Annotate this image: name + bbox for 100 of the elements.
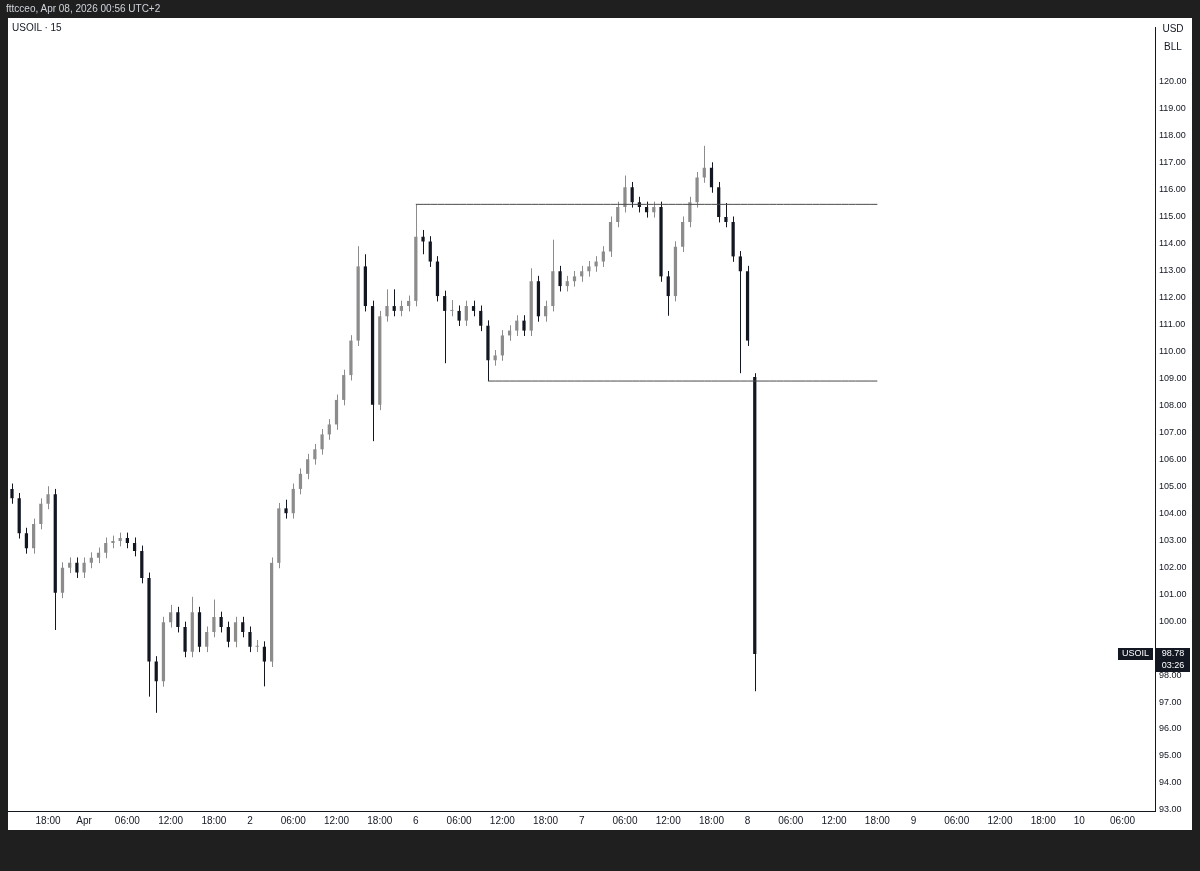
- y-tick-label: 110.00: [1159, 345, 1186, 356]
- candlestick: [522, 314, 526, 337]
- candlestick: [10, 483, 14, 505]
- y-tick-label: 94.00: [1159, 777, 1182, 788]
- candlestick: [385, 288, 389, 323]
- y-tick-label: 96.00: [1159, 723, 1182, 734]
- candlestick: [255, 639, 259, 653]
- x-tick-label: 06:00: [280, 814, 307, 826]
- candlestick: [738, 250, 742, 374]
- candlestick: [558, 265, 562, 292]
- candlestick: [313, 443, 317, 466]
- candlestick: [219, 611, 223, 633]
- candlestick: [298, 467, 303, 495]
- candlestick: [630, 181, 634, 209]
- x-tick-label: 06:00: [446, 814, 473, 826]
- candlestick: [169, 604, 173, 629]
- candlestick: [724, 202, 728, 228]
- candlestick: [428, 235, 432, 268]
- x-tick-label: 18:00: [698, 814, 725, 826]
- x-tick-label: 12:00: [158, 814, 184, 826]
- x-tick-label: 06:00: [114, 814, 141, 826]
- candlestick: [464, 300, 468, 327]
- candlestick: [226, 621, 230, 648]
- y-tick-label: 120.00: [1159, 76, 1187, 87]
- y-tick-label: 107.00: [1159, 426, 1187, 437]
- x-tick-label: 06:00: [944, 814, 970, 826]
- candlestick: [601, 245, 605, 268]
- y-tick-label: 102.00: [1159, 561, 1187, 572]
- candlestick: [176, 606, 180, 633]
- candlestick: [75, 556, 79, 579]
- y-tick-label: 106.00: [1159, 453, 1187, 464]
- candlestick: [233, 616, 238, 648]
- candlestick: [457, 305, 461, 327]
- candlestick: [205, 626, 209, 653]
- y-tick-label: 115.00: [1159, 210, 1186, 221]
- candlestick: [623, 174, 627, 213]
- y-tick-label: 112.00: [1159, 291, 1186, 302]
- x-tick-label: 18:00: [533, 814, 559, 826]
- y-tick-label: 118.00: [1159, 130, 1186, 141]
- y-tick-label: 117.00: [1159, 157, 1186, 168]
- y-tick-label: 103.00: [1159, 534, 1187, 545]
- x-tick-label: 06:00: [1110, 814, 1136, 826]
- candlestick: [320, 428, 324, 456]
- x-tick-label: 2: [247, 814, 254, 826]
- x-tick-label: 12:00: [324, 814, 350, 826]
- y-tick-label: 116.00: [1159, 184, 1186, 194]
- x-tick-label: 12:00: [821, 814, 848, 826]
- y-tick-label: 97.00: [1159, 696, 1182, 707]
- text: 03:26: [1161, 660, 1185, 671]
- candlestick: [284, 499, 288, 520]
- x-tick-label: 18:00: [367, 814, 393, 826]
- y-tick-label: 104.00: [1159, 507, 1187, 518]
- candlestick: [450, 299, 454, 317]
- candlestick: [392, 288, 396, 317]
- y-tick-label: 113.00: [1159, 264, 1186, 275]
- x-tick-label: Apr: [76, 814, 93, 826]
- candlestick: [666, 270, 670, 317]
- y-tick-label: 109.00: [1159, 372, 1187, 383]
- x-tick-label: 06:00: [778, 814, 804, 826]
- x-tick-label: 06:00: [612, 814, 638, 826]
- x-tick-label: 8: [744, 814, 751, 826]
- x-tick-label: 12:00: [489, 814, 516, 826]
- candlestick: [39, 497, 43, 530]
- y-tick-label: 95.00: [1159, 750, 1182, 761]
- candlestick: [132, 536, 137, 557]
- candlestick: [262, 640, 267, 687]
- annotation: USOIL: [1121, 648, 1150, 659]
- chart-title: USOIL · 15: [12, 21, 63, 33]
- y-tick-label: 105.00: [1159, 480, 1187, 491]
- candlestick: [104, 536, 108, 559]
- y-tick-label: 119.00: [1159, 103, 1186, 114]
- candlestick: [479, 305, 483, 332]
- y-tick-label: 98.00: [1159, 669, 1182, 680]
- y-tick-label: 100.00: [1159, 615, 1187, 626]
- y-tick-label: 108.00: [1159, 399, 1187, 410]
- candlestick: [82, 556, 86, 579]
- x-tick-label: 18:00: [1030, 814, 1057, 826]
- y-tick-label: 111.00: [1159, 318, 1186, 329]
- candlestick: [248, 626, 252, 653]
- y-axis-title: USD BLL: [1162, 22, 1184, 52]
- x-tick-label: 7: [578, 814, 585, 826]
- annotation: 98.78: [1161, 648, 1185, 659]
- x-tick-label: 12:00: [987, 814, 1013, 826]
- candlestick: [421, 229, 425, 255]
- x-tick-label: 10: [1073, 814, 1086, 826]
- candlestick: [515, 314, 519, 337]
- x-tick-label: 18:00: [864, 814, 891, 826]
- y-tick-label: 93.00: [1159, 804, 1182, 815]
- candlestick: [212, 599, 216, 638]
- candlestick: [327, 418, 331, 441]
- candlestick: [500, 329, 504, 362]
- y-tick-label: 114.00: [1159, 237, 1186, 248]
- y-tick-label: 101.00: [1159, 588, 1187, 599]
- candlestick: [24, 527, 29, 555]
- x-tick-label: 6: [413, 814, 420, 826]
- candlestick: [241, 616, 245, 638]
- candlestick: [544, 300, 548, 323]
- x-tick-label: 18:00: [201, 814, 227, 826]
- x-tick-label: 18:00: [35, 814, 61, 826]
- candlestick: [46, 485, 50, 510]
